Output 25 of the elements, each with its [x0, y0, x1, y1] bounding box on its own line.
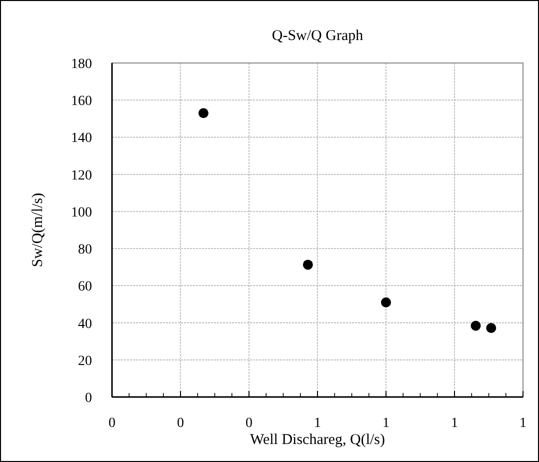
point [470, 320, 481, 331]
y-tick-label: 0 [85, 391, 92, 406]
point [486, 322, 496, 333]
y-tick-label: 180 [71, 57, 92, 72]
x-tick-label: 0 [108, 416, 116, 431]
x-tick-label: 1 [451, 416, 458, 431]
x-tick-label: 1 [520, 416, 526, 431]
y-tick-label: 20 [78, 354, 92, 369]
x-tick-label: 0 [177, 416, 184, 431]
x-tick-label: 1 [314, 416, 321, 431]
y-tick-label: 160 [71, 94, 92, 110]
x-tick-label: 0 [246, 416, 252, 431]
x-axis-title: Well Dischareg, Q(l/s) [250, 432, 386, 448]
y-tick-label: 60 [78, 280, 92, 295]
y-tick-label: 120 [71, 168, 92, 184]
y-axis-title: Sw/Q(m/l/s) [30, 192, 46, 268]
point [198, 108, 208, 118]
y-tick-label: 100 [71, 205, 92, 220]
y-tick-label: 140 [71, 131, 92, 146]
chart-title: Q-Sw/Q Graph [272, 28, 364, 44]
y-tick-label: 80 [78, 242, 92, 258]
y-tick-label: 40 [78, 316, 92, 332]
x-tick-label: 1 [382, 416, 390, 431]
point [381, 297, 391, 308]
point [302, 260, 313, 270]
